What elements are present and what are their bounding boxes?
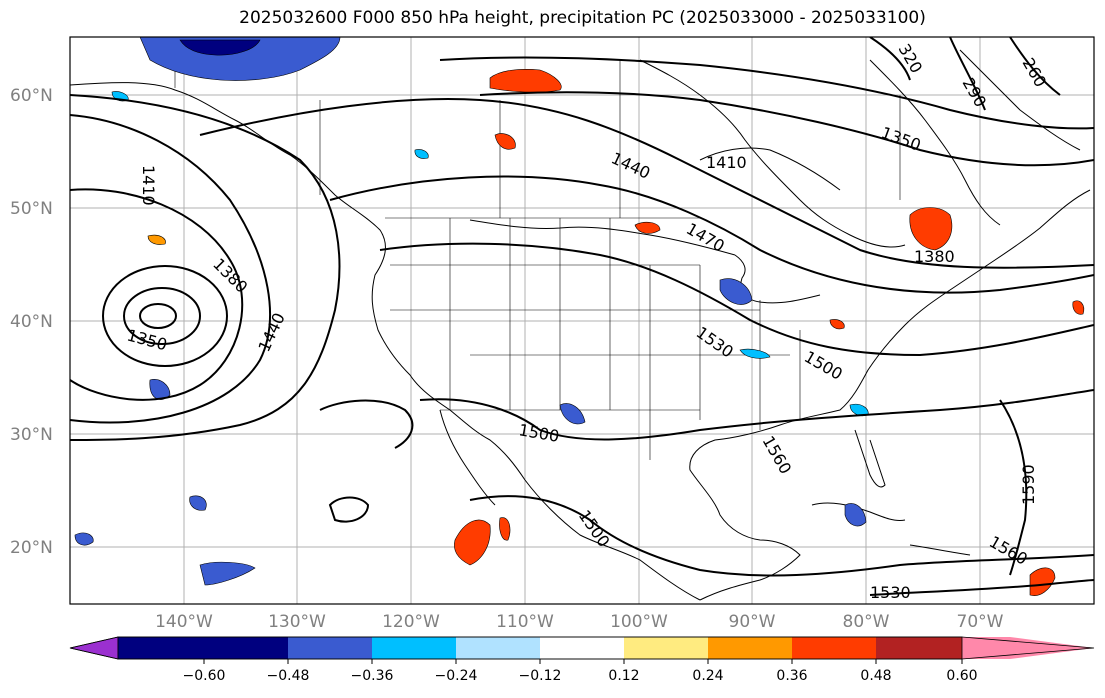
colorbar-swatch	[624, 637, 708, 659]
lon-label: 100°W	[610, 612, 668, 632]
contour-label: 1410	[706, 153, 747, 172]
contour-label: 1440	[254, 310, 288, 355]
lat-label: 30°N	[10, 425, 53, 445]
contour-label: 1350	[125, 326, 169, 355]
map-title: 2025032600 F000 850 hPa height, precipit…	[239, 8, 926, 28]
longitude-labels: 140°W 130°W 120°W 110°W 100°W 90°W 80°W …	[155, 612, 1004, 632]
colorbar-swatch	[540, 637, 624, 659]
lat-label: 40°N	[10, 312, 53, 332]
map-content: 1410 1380 1440 1350 1410 1440 1470 1350 …	[70, 37, 1094, 604]
colorbar-tick-label: 0.24	[692, 668, 723, 684]
contour-label: 320	[895, 41, 927, 77]
contour-label: 1590	[1019, 464, 1038, 505]
contour-label: 1350	[879, 123, 924, 155]
lat-label: 20°N	[10, 538, 53, 558]
lon-label: 70°W	[957, 612, 1004, 632]
contour-label: 1500	[517, 420, 560, 446]
contour-label: 1530	[870, 583, 911, 602]
contour-label: 1530	[693, 323, 737, 362]
colorbar-swatch	[876, 637, 962, 659]
lon-label: 130°W	[268, 612, 326, 632]
map-frame	[69, 36, 1095, 605]
colorbar-swatch	[708, 637, 792, 659]
colorbar-tick-label: 0.36	[776, 668, 807, 684]
contour-label: 1500	[575, 506, 614, 550]
colorbar-swatch	[792, 637, 876, 659]
contour-label: 1380	[914, 247, 955, 266]
colorbar-tick-label: −0.24	[435, 668, 478, 684]
contour-label: 1470	[683, 219, 728, 256]
political-borders	[174, 37, 901, 460]
lon-label: 80°W	[843, 612, 890, 632]
lat-label: 60°N	[10, 86, 53, 106]
height-contours	[70, 37, 1094, 596]
lat-label: 50°N	[10, 199, 53, 219]
colorbar: −0.60 −0.48 −0.36 −0.24 −0.12 0.12 0.24 …	[69, 636, 1095, 684]
contour-label: 260	[1019, 55, 1051, 91]
colorbar-tick-label: −0.36	[351, 668, 394, 684]
colorbar-outline-shape	[69, 636, 1095, 660]
colorbar-swatch	[118, 637, 204, 659]
colorbar-swatch	[456, 637, 540, 659]
colorbar-tick-label: −0.48	[267, 668, 310, 684]
colorbar-tick-label: −0.60	[183, 668, 226, 684]
graticule	[70, 37, 1094, 604]
latitude-labels: 60°N 50°N 40°N 30°N 20°N	[10, 86, 53, 558]
contour-label: 290	[959, 75, 991, 111]
colorbar-tick-label: 0.48	[860, 668, 891, 684]
colorbar-swatch	[204, 637, 288, 659]
contour-label: 1560	[759, 433, 796, 478]
colorbar-extend-low	[69, 636, 119, 660]
colorbar-swatch	[288, 637, 372, 659]
colorbar-tick-label: 0.60	[946, 668, 977, 684]
lon-label: 140°W	[155, 612, 213, 632]
contour-label: 1410	[139, 165, 158, 206]
contour-label: 1560	[986, 532, 1031, 569]
contour-label: 1380	[209, 254, 251, 296]
precipitation-shading	[74, 37, 1085, 596]
colorbar-tick-label: −0.12	[519, 668, 562, 684]
colorbar-extend-high	[962, 637, 1094, 659]
contour-label: 1500	[801, 347, 846, 384]
lon-label: 120°W	[382, 612, 440, 632]
colorbar-swatch	[372, 637, 456, 659]
colorbar-tick-label: 0.12	[608, 668, 639, 684]
contour-label: 1440	[608, 148, 653, 182]
lon-label: 90°W	[729, 612, 776, 632]
colorbar-ticks	[203, 659, 963, 664]
lon-label: 110°W	[496, 612, 554, 632]
